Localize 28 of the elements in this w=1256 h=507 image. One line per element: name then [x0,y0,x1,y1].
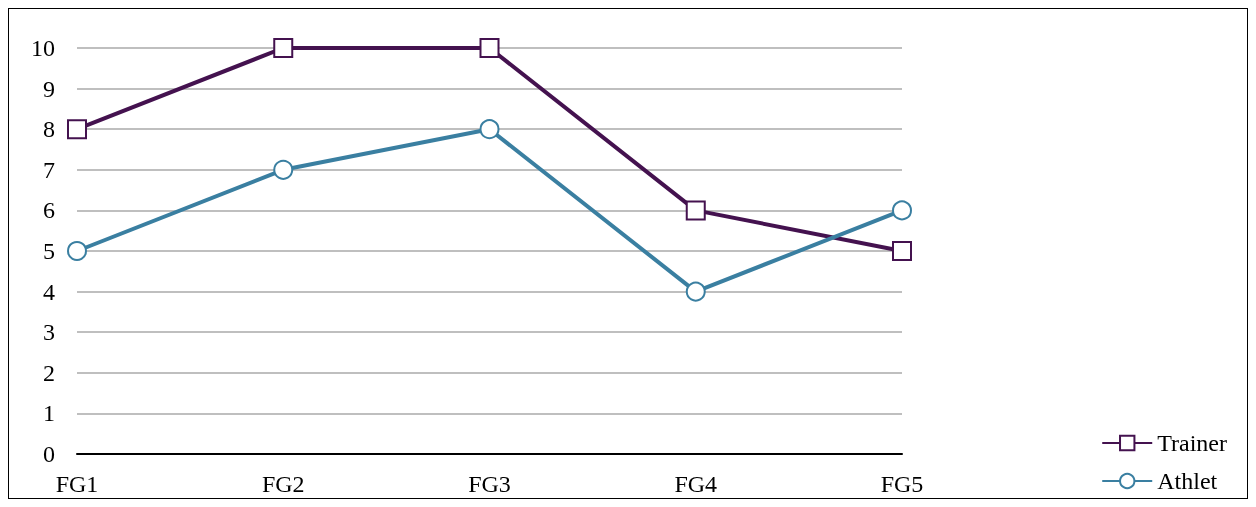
point [892,241,912,261]
y-tick-label: 10 [31,35,55,61]
x-tick-label: FG2 [261,471,305,497]
y-tick-label: 5 [43,238,55,264]
y-tick-label: 3 [43,319,55,346]
x-tick-label: FG1 [55,471,99,497]
point [685,281,706,302]
x-tick-label: FG4 [674,471,718,497]
point [67,119,87,140]
point [479,38,500,58]
point [479,119,500,140]
legend-label: Trainer [1157,430,1228,456]
x-tick-label: FG5 [880,471,924,497]
x-tick-label: FG3 [468,471,511,497]
y-tick-label: 7 [43,156,55,183]
legend-label: Athlet [1157,468,1218,494]
y-tick-label: 1 [43,400,55,427]
y-tick-label: 2 [43,359,55,386]
y-tick-label: 0 [43,441,55,467]
y-tick-label: 6 [43,197,55,224]
y-tick-label: 9 [43,75,55,102]
y-tick-label: 8 [43,116,55,143]
point [273,38,294,58]
point [892,200,912,221]
point [273,159,294,180]
point [685,200,706,221]
point [67,241,87,261]
y-tick-label: 4 [43,278,55,305]
